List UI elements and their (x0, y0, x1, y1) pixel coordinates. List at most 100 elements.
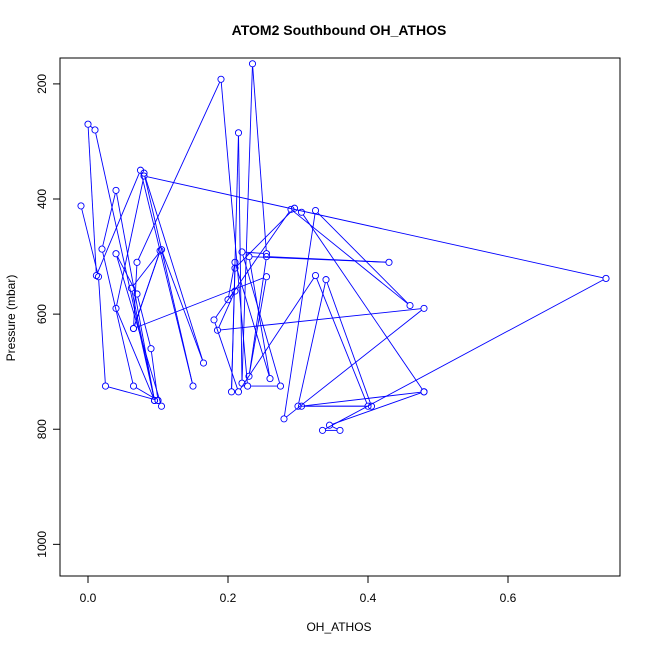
data-point (227, 388, 236, 396)
data-point (133, 290, 141, 298)
data-point (147, 345, 155, 353)
series-segment (220, 82, 248, 384)
series-segment (102, 252, 134, 384)
plot-area (77, 60, 610, 434)
data-point (245, 372, 253, 380)
x-tick-label: 0.2 (220, 591, 237, 605)
data-point (129, 324, 138, 333)
series-segment (215, 211, 290, 318)
series-segment (284, 213, 316, 416)
data-point (238, 379, 246, 387)
series-segment (249, 279, 267, 374)
data-point (244, 382, 252, 390)
series-segment (298, 282, 326, 404)
y-axis: 200 400 600 800 1000 (35, 74, 61, 558)
data-point (266, 375, 274, 383)
data-point (385, 258, 393, 266)
data-point (112, 186, 120, 194)
series-segment (108, 386, 156, 401)
series-points (77, 60, 610, 434)
data-point (406, 301, 414, 310)
data-point (91, 126, 99, 134)
data-point (294, 402, 302, 410)
series-segment (135, 387, 156, 400)
y-tick-label: 1000 (35, 531, 49, 558)
data-point (276, 382, 285, 390)
data-point (189, 382, 197, 390)
series-segment (286, 309, 422, 418)
series-segment (133, 265, 138, 326)
series-segment (98, 279, 106, 384)
x-tick-label: 0.6 (500, 591, 517, 605)
series-segment (293, 210, 408, 304)
data-point (217, 75, 225, 83)
data-point (129, 382, 138, 390)
y-tick-label: 600 (35, 304, 49, 324)
data-point (322, 276, 330, 284)
series-lines (81, 66, 604, 431)
series-segment (137, 296, 151, 346)
data-point (280, 415, 288, 423)
series-segment (302, 214, 423, 390)
series-segment (81, 208, 99, 274)
series-segment (150, 351, 159, 398)
series-segment (239, 277, 315, 390)
x-axis: 0.0 0.2 0.4 0.6 (80, 575, 517, 605)
data-point (112, 250, 120, 258)
chart-title: ATOM2 Southbound OH_ATHOS (232, 22, 447, 38)
series-segment (242, 254, 281, 384)
data-point (150, 396, 159, 405)
series-segment (220, 308, 421, 331)
series-segment (146, 176, 604, 279)
data-point (297, 208, 306, 216)
series-segment (332, 392, 422, 425)
data-point (287, 205, 295, 213)
series-segment (132, 251, 160, 287)
series-segment (326, 282, 371, 404)
data-point (234, 129, 243, 137)
series-segment (144, 175, 204, 361)
series-segment (116, 311, 154, 398)
data-point (127, 284, 135, 292)
y-tick-label: 400 (35, 189, 49, 209)
series-segment (325, 279, 604, 430)
data-point (92, 272, 100, 280)
data-point (367, 402, 376, 410)
series-segment (134, 253, 160, 326)
data-point (224, 296, 232, 304)
series-segment (252, 66, 267, 251)
data-point (238, 248, 246, 256)
series-segment (214, 322, 238, 390)
data-point (262, 250, 271, 258)
series-segment (317, 212, 409, 304)
series-segment (252, 256, 386, 263)
data-point (98, 245, 106, 253)
data-point (154, 396, 162, 405)
data-point (210, 316, 218, 324)
data-point (213, 326, 222, 334)
data-point (231, 258, 239, 266)
data-point (364, 402, 372, 410)
y-axis-label: Pressure (mbar) (4, 275, 18, 362)
data-point (245, 253, 253, 261)
data-point (156, 247, 164, 255)
data-point (602, 274, 610, 282)
series-segment (332, 426, 338, 430)
x-tick-label: 0.4 (360, 591, 377, 605)
x-axis-label: OH_ATHOS (306, 620, 371, 634)
data-point (262, 273, 271, 281)
series-segment (241, 66, 253, 381)
x-tick-label: 0.0 (80, 591, 97, 605)
data-point (157, 402, 166, 410)
series-segment (116, 178, 144, 306)
series-segment (137, 81, 221, 260)
series-segment (235, 265, 270, 376)
series-segment (97, 172, 140, 273)
data-point (336, 426, 344, 434)
data-point (140, 169, 148, 177)
data-point (325, 421, 334, 429)
series-segment (90, 125, 93, 129)
series-segment (231, 135, 239, 389)
data-point (101, 382, 110, 390)
